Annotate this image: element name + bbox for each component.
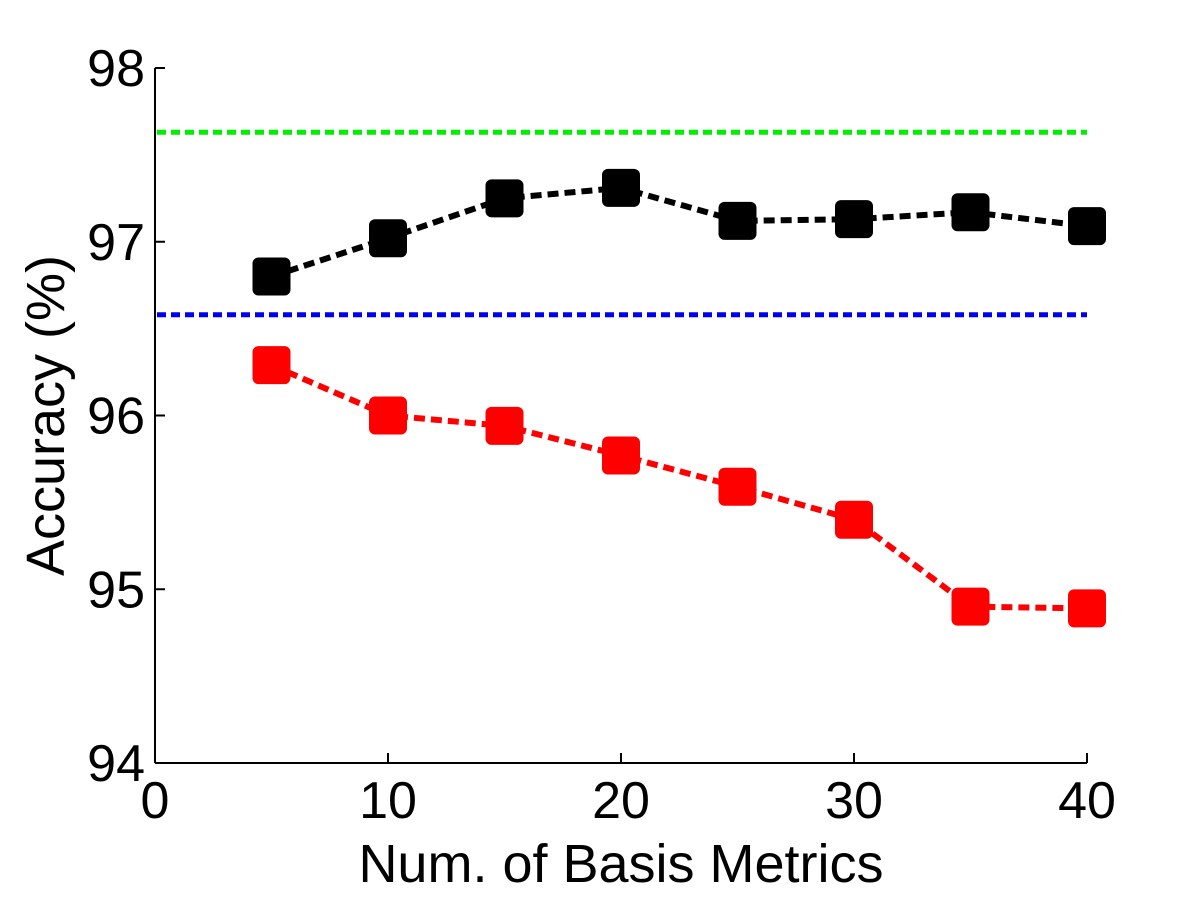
black-series-point — [369, 219, 407, 258]
y-axis-label: Accuracy (%) — [16, 255, 76, 576]
black-series-point — [602, 168, 640, 207]
red-series-point — [485, 406, 524, 445]
black-series-point — [951, 193, 990, 232]
y-tick-label: 98 — [87, 40, 145, 98]
x-tick-label: 10 — [359, 772, 417, 830]
black-series-point — [835, 200, 873, 239]
x-axis-label: Num. of Basis Metrics — [358, 834, 883, 894]
x-tick-label: 20 — [592, 772, 650, 830]
x-tick-label: 40 — [1058, 772, 1116, 830]
red-series-point — [252, 346, 291, 385]
black-series-point — [485, 179, 524, 218]
y-tick-label: 96 — [87, 388, 145, 446]
black-series-line — [270, 184, 1088, 280]
red-series-point — [602, 436, 640, 475]
red-series-point — [951, 587, 990, 626]
black-series-point — [1068, 207, 1106, 246]
x-tick-label: 0 — [141, 772, 170, 830]
red-series-point — [369, 396, 407, 435]
y-tick-label: 97 — [87, 214, 145, 272]
y-tick-label: 94 — [87, 735, 145, 793]
red-series-point — [835, 500, 873, 539]
black-series-point — [252, 257, 291, 296]
black-series-point — [718, 201, 757, 240]
red-series-point — [1068, 589, 1106, 628]
x-tick-label: 30 — [825, 772, 883, 830]
red-series-point — [718, 467, 757, 506]
red-series-line — [270, 362, 1088, 612]
y-tick-label: 95 — [87, 561, 145, 619]
